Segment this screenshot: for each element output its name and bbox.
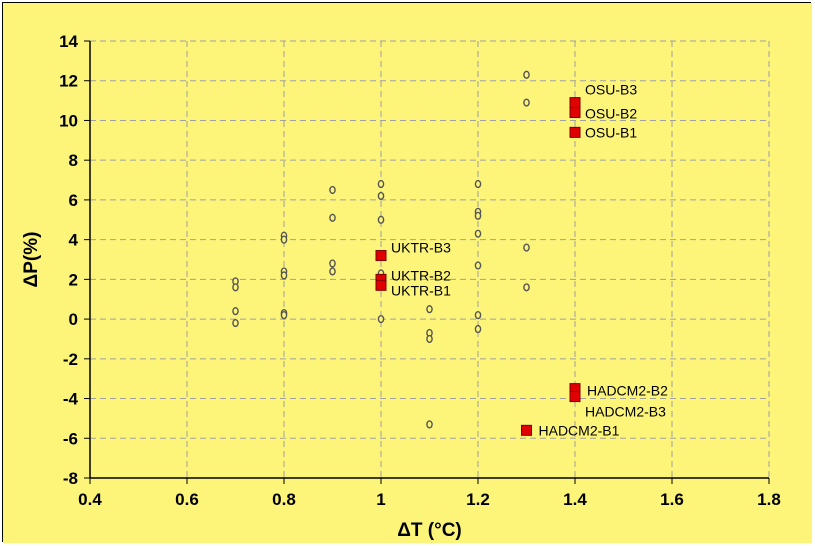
scatter-point xyxy=(280,311,288,320)
point-label: HADCM2-B1 xyxy=(539,422,620,438)
data-points xyxy=(232,70,581,436)
y-tick-label: 14 xyxy=(59,32,78,51)
x-tick-label: 0.4 xyxy=(78,490,102,509)
scatter-point xyxy=(232,307,239,316)
x-tick-label: 1 xyxy=(376,490,385,509)
plot-area xyxy=(90,41,769,478)
y-axis-title: ΔP(%) xyxy=(21,232,42,288)
scatter-point xyxy=(474,311,482,320)
point-label: UKTR-B1 xyxy=(391,282,451,298)
scatter-point xyxy=(474,261,482,270)
scatter-point xyxy=(280,235,288,244)
scatter-point xyxy=(523,283,530,292)
point-label: OSU-B1 xyxy=(585,124,637,140)
scatter-point xyxy=(523,70,530,79)
scatter-point xyxy=(377,179,385,189)
y-tick-label: -6 xyxy=(63,429,78,448)
highlight-point xyxy=(521,424,532,436)
scatter-point xyxy=(426,305,433,314)
x-tick-label: 1.8 xyxy=(757,490,781,509)
point-label: HADCM2-B2 xyxy=(587,383,668,399)
scatter-point xyxy=(377,191,385,201)
point-label: UKTR-B2 xyxy=(391,267,451,283)
point-label: OSU-B2 xyxy=(585,106,637,122)
y-tick-label: -8 xyxy=(63,469,78,488)
x-tick-label: 1.2 xyxy=(466,490,490,509)
highlight-point xyxy=(569,126,581,138)
scatter-point xyxy=(280,271,288,280)
scatter-point xyxy=(474,211,482,220)
x-tick-label: 1.4 xyxy=(563,490,587,509)
scatter-point xyxy=(523,98,530,107)
scatter-point xyxy=(474,229,482,238)
highlight-point xyxy=(569,97,581,109)
y-tick-label: 8 xyxy=(69,151,78,170)
y-tick-label: 4 xyxy=(69,231,79,250)
highlight-point xyxy=(569,107,581,119)
axes xyxy=(84,40,770,484)
highlight-point xyxy=(375,279,387,291)
x-tick-label: 1.6 xyxy=(660,490,684,509)
x-axis-title: ΔT (°C) xyxy=(397,520,462,541)
highlight-point xyxy=(569,391,581,403)
y-tick-label: -2 xyxy=(63,350,78,369)
y-tick-label: 2 xyxy=(69,270,78,289)
scatter-point xyxy=(329,185,336,195)
highlight-point xyxy=(375,250,387,262)
scatter-point xyxy=(329,213,336,222)
x-tick-label: 0.8 xyxy=(272,490,296,509)
tick-labels: -8 -6 -4 -2 0 2 4 6 8 10 12 14 0.4 0.6 0.8 1 1.2 1.4 1.6 1.… xyxy=(59,32,781,509)
scatter-point xyxy=(426,420,433,429)
y-tick-label: -4 xyxy=(63,390,79,409)
scatter-point xyxy=(523,243,530,252)
scatter-point xyxy=(329,267,336,276)
y-tick-label: 0 xyxy=(69,310,78,329)
scatter-chart: -8 -6 -4 -2 0 2 4 6 8 10 12 14 0.4 0.6 0.8 1 1.2 1.4 1.6 1.… xyxy=(3,3,812,543)
y-tick-label: 6 xyxy=(69,191,78,210)
scatter-point xyxy=(474,179,482,189)
point-label: HADCM2-B3 xyxy=(585,404,666,420)
scatter-point xyxy=(232,318,239,328)
point-label: OSU-B3 xyxy=(585,82,637,98)
y-tick-label: 10 xyxy=(59,111,78,130)
x-tick-label: 0.6 xyxy=(175,490,199,509)
scatter-point xyxy=(377,215,385,224)
scatter-point xyxy=(232,283,239,292)
scatter-point xyxy=(329,259,336,268)
scatter-point xyxy=(377,314,385,324)
gridlines xyxy=(90,40,770,478)
scatter-point xyxy=(426,334,433,344)
y-tick-label: 12 xyxy=(59,72,78,91)
scatter-point xyxy=(474,324,482,334)
point-label: UKTR-B3 xyxy=(391,240,451,256)
